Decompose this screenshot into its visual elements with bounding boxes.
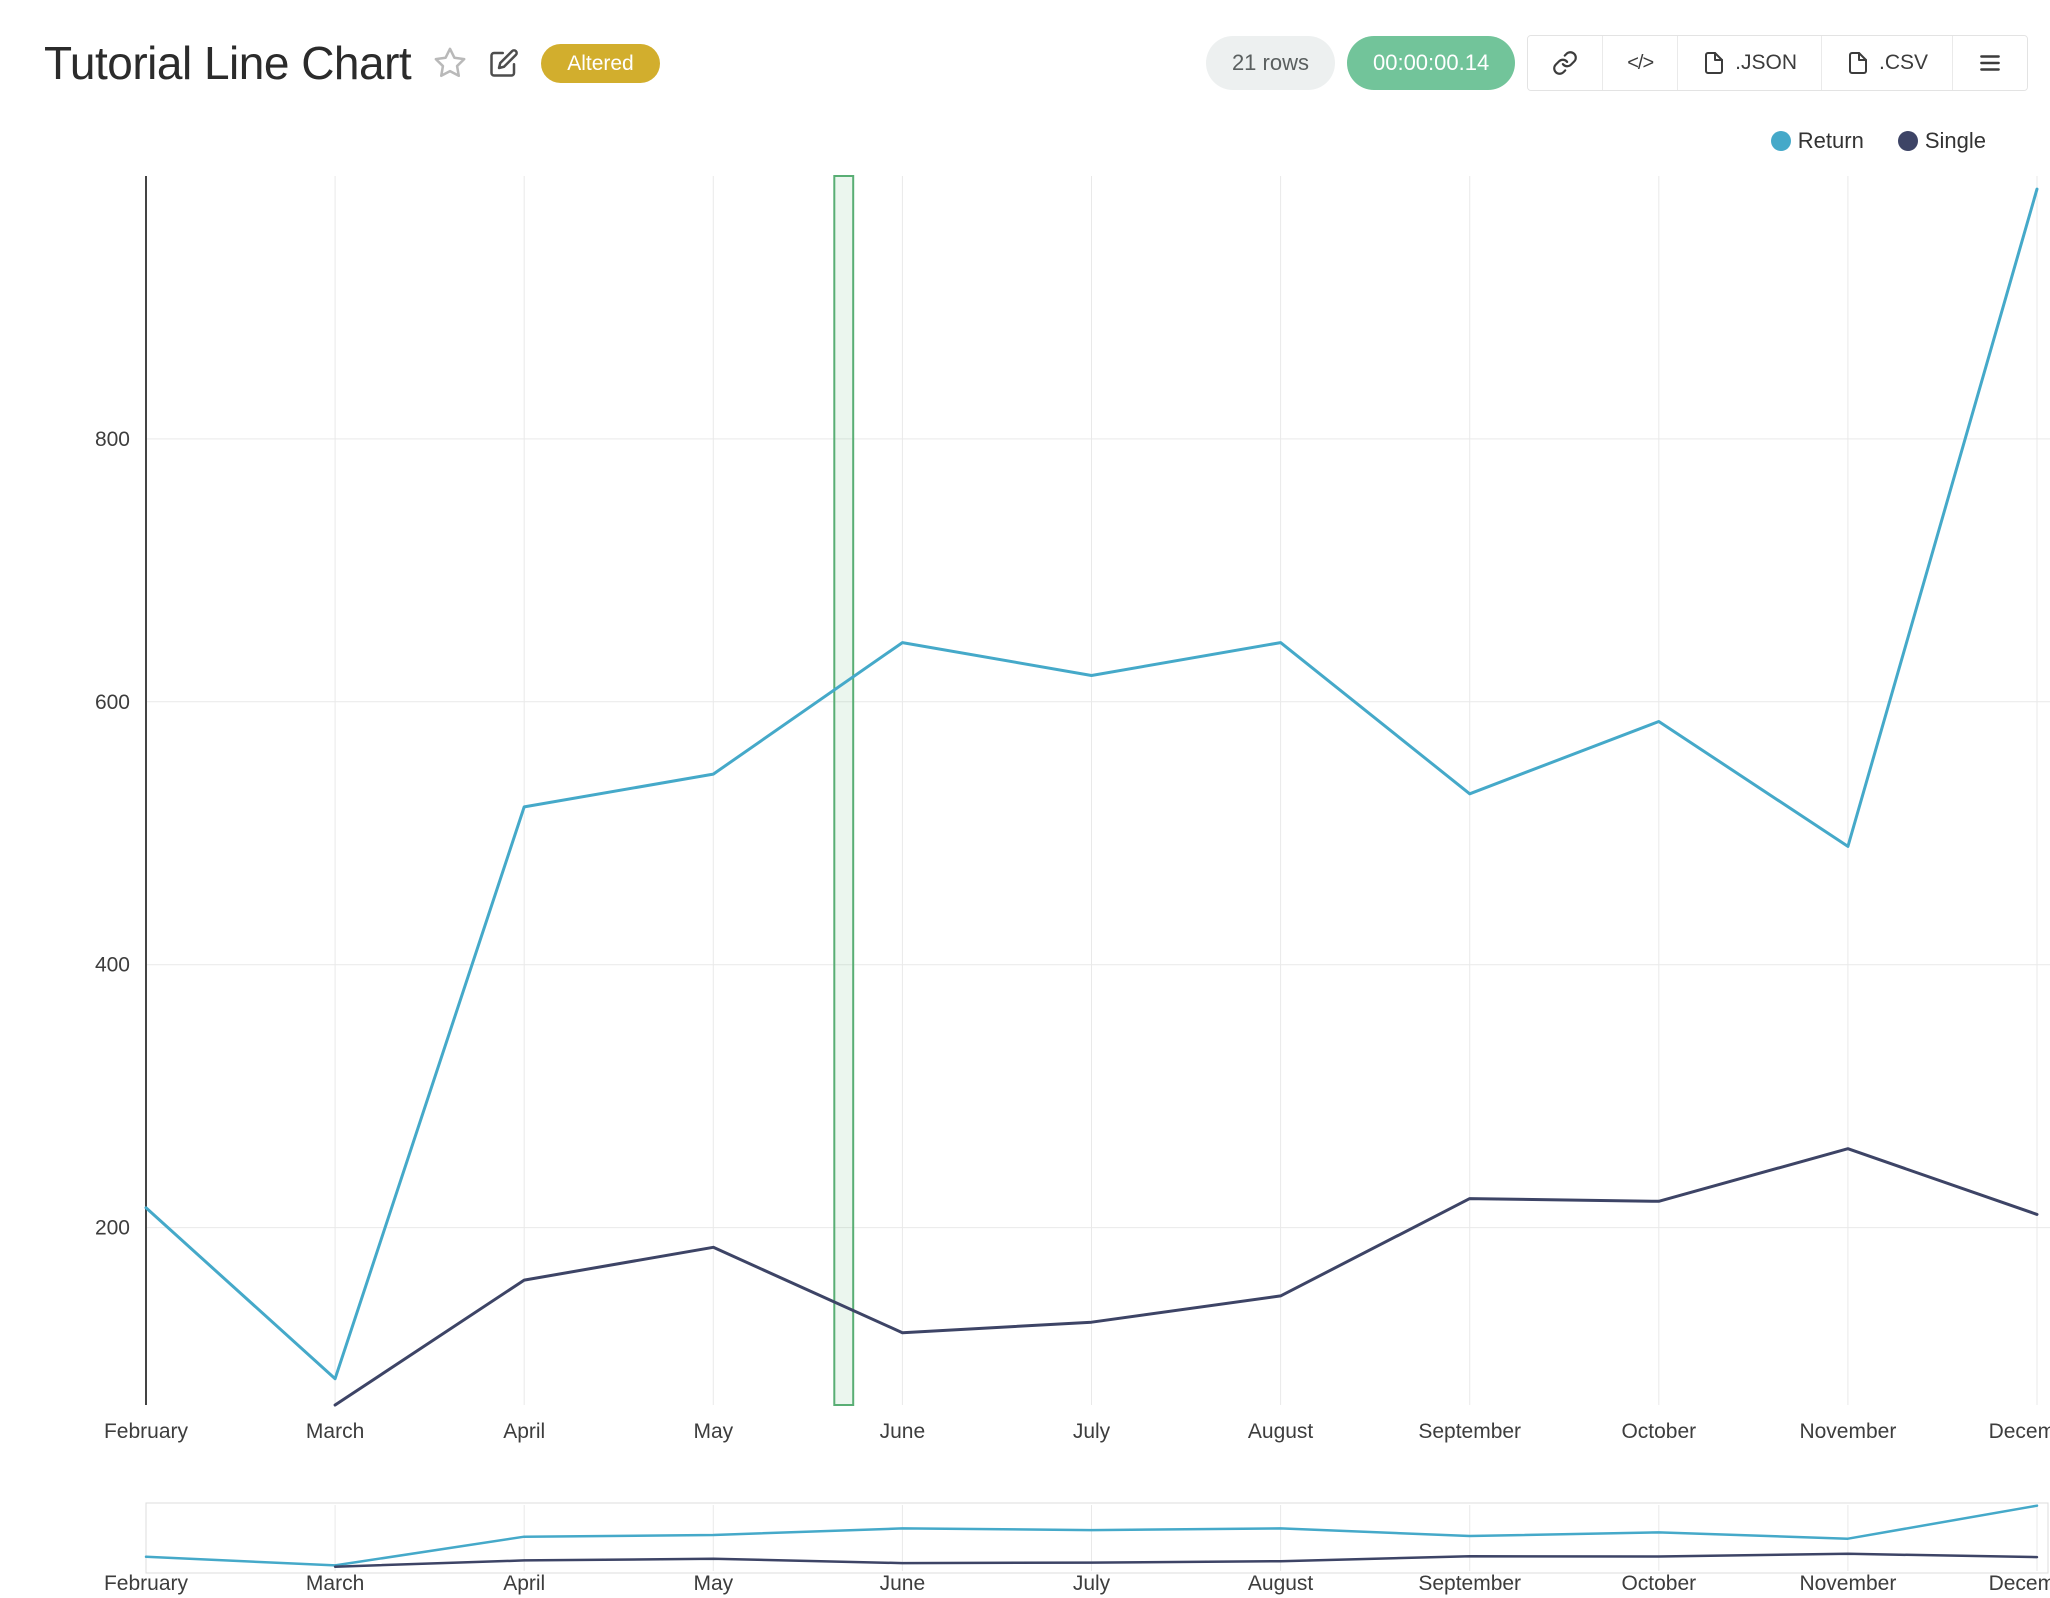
y-axis-tick-label: 200 bbox=[95, 1217, 130, 1240]
x-axis-label: June bbox=[880, 1572, 926, 1595]
x-axis-label: April bbox=[503, 1420, 545, 1443]
legend-dot bbox=[1770, 131, 1791, 151]
edit-name-icon[interactable] bbox=[489, 48, 519, 78]
x-axis-label: October bbox=[1621, 1420, 1696, 1443]
x-axis-label: October bbox=[1621, 1572, 1696, 1595]
x-axis-label: February bbox=[104, 1572, 189, 1595]
x-axis-label: February bbox=[104, 1420, 189, 1443]
chart-legend: Return Single bbox=[1770, 128, 1986, 154]
return-line[interactable] bbox=[144, 1504, 2039, 1567]
legend-item-single[interactable]: Single bbox=[1897, 128, 1986, 154]
query-duration-badge: 00:00:00.14 bbox=[1346, 36, 1516, 90]
code-icon: </> bbox=[1627, 51, 1654, 74]
range-slider-frame[interactable] bbox=[145, 1502, 2049, 1574]
x-axis-label: August bbox=[1248, 1420, 1314, 1443]
file-icon bbox=[1702, 51, 1726, 75]
single-line[interactable] bbox=[333, 1552, 2039, 1568]
x-axis-label: September bbox=[1418, 1572, 1521, 1595]
menu-button[interactable] bbox=[1952, 36, 2027, 90]
page-title: Tutorial Line Chart bbox=[44, 37, 412, 89]
x-axis-label: July bbox=[1073, 1572, 1111, 1595]
file-icon bbox=[1846, 51, 1870, 75]
x-axis-label: November bbox=[1799, 1420, 1896, 1443]
legend-label: Return bbox=[1797, 128, 1864, 153]
x-axis-label: May bbox=[693, 1420, 733, 1443]
title-group: Tutorial Line Chart Altered bbox=[44, 36, 660, 90]
share-link-button[interactable] bbox=[1528, 36, 1603, 90]
export-button-group: </> .JSON .CSV bbox=[1527, 35, 2028, 91]
visualization-header: Tutorial Line Chart Altered 21 rows 00:0… bbox=[0, 0, 2050, 126]
y-axis-tick-label: 400 bbox=[95, 954, 130, 977]
y-axis-tick-label: 600 bbox=[95, 691, 130, 714]
x-axis-label: March bbox=[306, 1572, 364, 1595]
return-line[interactable] bbox=[144, 187, 2039, 1381]
main-line-chart[interactable]: 200 400 600 800 February March April May June Jul… bbox=[0, 170, 2050, 1470]
x-axis-label: August bbox=[1248, 1572, 1314, 1595]
y-axis-tick-label: 800 bbox=[95, 428, 130, 451]
embed-code-button[interactable]: </> bbox=[1602, 36, 1678, 90]
link-icon bbox=[1552, 50, 1578, 76]
x-axis-label: July bbox=[1073, 1420, 1111, 1443]
legend-dot bbox=[1897, 131, 1918, 151]
download-csv-label: .CSV bbox=[1878, 51, 1928, 74]
download-csv-button[interactable]: .CSV bbox=[1820, 36, 1952, 90]
x-axis-label: November bbox=[1799, 1572, 1896, 1595]
legend-item-return[interactable]: Return bbox=[1770, 128, 1864, 154]
x-axis-label: December bbox=[1989, 1420, 2050, 1443]
x-axis-label: May bbox=[693, 1572, 733, 1595]
single-line[interactable] bbox=[333, 1147, 2039, 1407]
x-axis-label: June bbox=[880, 1420, 926, 1443]
download-json-label: .JSON bbox=[1735, 51, 1797, 74]
x-axis-label: December bbox=[1989, 1572, 2050, 1595]
row-count-badge: 21 rows bbox=[1205, 36, 1335, 90]
altered-badge: Altered bbox=[541, 43, 660, 83]
legend-label: Single bbox=[1924, 128, 1986, 153]
download-json-button[interactable]: .JSON bbox=[1677, 36, 1821, 90]
range-slider-chart[interactable]: February March April May June July August Septe… bbox=[0, 1495, 2050, 1598]
favorite-star-icon[interactable] bbox=[433, 46, 467, 80]
header-actions: 21 rows 00:00:00.14 </> bbox=[1205, 35, 2028, 91]
selection-band[interactable] bbox=[833, 175, 855, 1406]
x-axis-label: September bbox=[1418, 1420, 1521, 1443]
x-axis-label: March bbox=[306, 1420, 364, 1443]
x-axis-label: April bbox=[503, 1572, 545, 1595]
hamburger-menu-icon bbox=[1977, 50, 2003, 76]
